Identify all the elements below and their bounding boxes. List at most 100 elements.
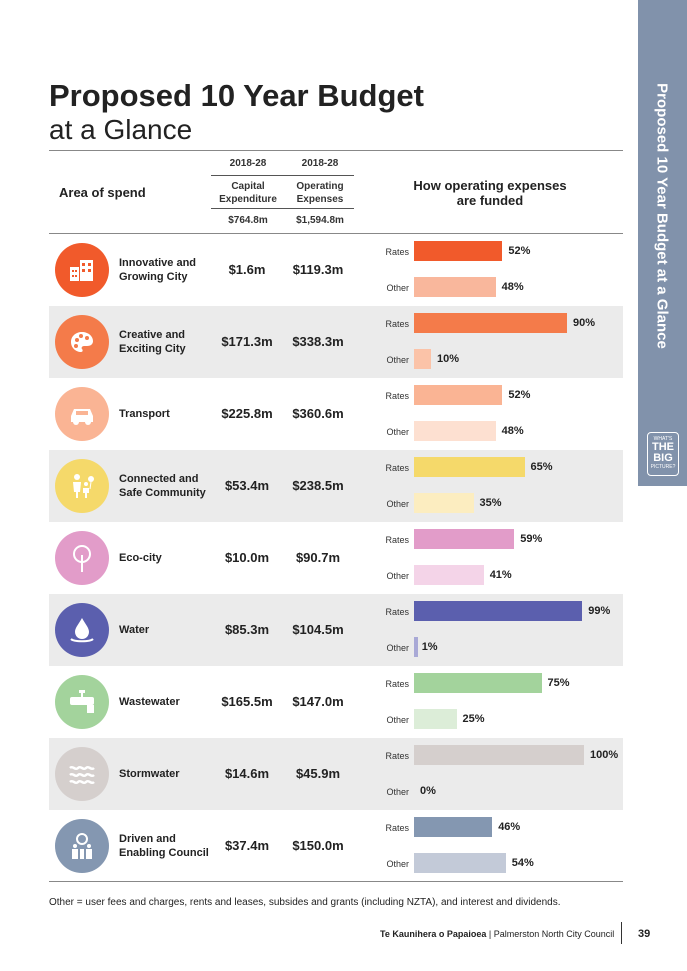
pipe-icon (55, 675, 109, 729)
rates-label: Rates (385, 319, 409, 329)
rates-label: Rates (385, 751, 409, 761)
total-rule (211, 208, 354, 209)
rates-label: Rates (385, 679, 409, 689)
rates-bar (414, 673, 542, 693)
council-icon (55, 819, 109, 873)
other-bar (414, 421, 496, 441)
rates-percent: 100% (590, 749, 619, 761)
rates-bar (414, 745, 584, 765)
rates-bar (414, 385, 503, 405)
rates-percent: 99% (588, 605, 611, 617)
budget-row: Transport $225.8m $360.6m Rates 52% Othe… (49, 378, 623, 450)
opex-value: $338.3m (292, 334, 344, 349)
other-percent: 41% (489, 569, 512, 581)
opex-value: $238.5m (292, 478, 344, 493)
area-name: Wastewater (119, 696, 180, 708)
rates-bar (414, 817, 493, 837)
funding-header: How operating expenses are funded (413, 178, 567, 208)
other-percent: 1% (421, 641, 438, 653)
car-icon (55, 387, 109, 441)
capex-year: 2018-28 (229, 158, 267, 169)
other-bar (414, 565, 484, 585)
other-percent: 48% (501, 281, 524, 293)
rates-percent: 52% (508, 389, 531, 401)
rates-bar (414, 457, 525, 477)
other-label: Other (386, 715, 409, 725)
opex-header: Operating Expenses (296, 181, 344, 205)
budget-row: Driven and Enabling Council $37.4m $150.0… (49, 810, 623, 882)
water-drop-icon (55, 603, 109, 657)
capex-value: $171.3m (221, 334, 273, 349)
family-icon (55, 459, 109, 513)
capex-value: $165.5m (221, 694, 273, 709)
palette-icon (55, 315, 109, 369)
area-name: Transport (119, 408, 170, 420)
area-name: Driven and Enabling Council (119, 833, 209, 859)
waves-icon (55, 747, 109, 801)
capex-value: $225.8m (221, 406, 273, 421)
capex-value: $85.3m (224, 622, 270, 637)
side-tab (638, 0, 687, 486)
footer-text: Te Kaunihera o Papaioea | Palmerston Nor… (380, 929, 615, 939)
rates-percent: 46% (498, 821, 521, 833)
other-percent: 0% (420, 785, 436, 797)
header-bottom-rule (49, 233, 623, 234)
opex-value: $45.9m (295, 766, 341, 781)
other-percent: 10% (437, 353, 460, 365)
footnote: Other = user fees and charges, rents and… (49, 897, 561, 908)
area-name: Eco-city (119, 552, 162, 564)
footer-rule (49, 881, 623, 882)
capex-total: $764.8m (228, 215, 268, 226)
rates-label: Rates (385, 391, 409, 401)
city-icon (55, 243, 109, 297)
other-bar (414, 349, 431, 369)
header-top-rule (49, 150, 623, 151)
tree-icon (55, 531, 109, 585)
area-name: Stormwater (119, 768, 180, 780)
big-picture-logo: WHAT'S THE BIG PICTURE? (647, 432, 679, 476)
rates-percent: 52% (508, 245, 531, 257)
logo-the: THE (652, 441, 674, 453)
area-name: Innovative and Growing City (119, 257, 197, 283)
rates-label: Rates (385, 823, 409, 833)
other-percent: 48% (501, 425, 524, 437)
other-label: Other (386, 499, 409, 509)
capex-value: $14.6m (224, 766, 270, 781)
area-of-spend-header: Area of spend (59, 185, 146, 200)
rates-label: Rates (385, 535, 409, 545)
opex-year: 2018-28 (301, 158, 339, 169)
budget-row: Wastewater $165.5m $147.0m Rates 75% Oth… (49, 666, 623, 738)
area-name: Creative and Exciting City (119, 329, 186, 355)
logo-whats: WHAT'S (653, 436, 673, 442)
other-bar (414, 277, 496, 297)
rates-percent: 65% (530, 461, 553, 473)
footer-separator (621, 922, 622, 944)
other-percent: 35% (479, 497, 502, 509)
budget-row: Stormwater $14.6m $45.9m Rates 100% Othe… (49, 738, 623, 810)
capex-header: Capital Expenditure (219, 181, 277, 205)
other-bar (414, 637, 418, 657)
capex-value: $37.4m (224, 838, 270, 853)
rates-bar (414, 601, 583, 621)
other-percent: 25% (462, 713, 485, 725)
rates-label: Rates (385, 463, 409, 473)
other-percent: 54% (511, 857, 534, 869)
opex-value: $147.0m (292, 694, 344, 709)
other-label: Other (386, 283, 409, 293)
side-tab-text: Proposed 10 Year Budget at a Glance (653, 83, 671, 349)
capex-value: $10.0m (224, 550, 270, 565)
opex-total: $1,594.8m (296, 215, 344, 226)
year-rule (211, 175, 354, 176)
area-name: Connected and Safe Community (119, 473, 206, 499)
budget-row: Innovative and Growing City $1.6m $119.3m… (49, 234, 623, 306)
rates-label: Rates (385, 247, 409, 257)
opex-value: $119.3m (292, 262, 344, 277)
other-label: Other (386, 427, 409, 437)
logo-picture: PICTURE? (650, 464, 676, 470)
logo-big: BIG (653, 452, 673, 464)
other-bar (414, 493, 474, 513)
other-label: Other (386, 859, 409, 869)
budget-row: Water $85.3m $104.5m Rates 99% Other 1% (49, 594, 623, 666)
other-label: Other (386, 643, 409, 653)
capex-value: $53.4m (224, 478, 270, 493)
